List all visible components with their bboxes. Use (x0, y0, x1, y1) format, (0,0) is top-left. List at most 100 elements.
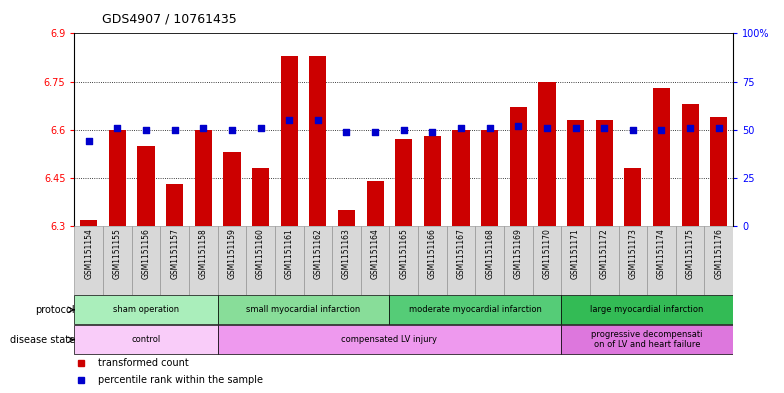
Text: disease state: disease state (10, 335, 75, 345)
Text: GSM1151174: GSM1151174 (657, 228, 666, 279)
Bar (194, 130, 212, 226)
Bar (567, 120, 584, 226)
Text: progressive decompensati
on of LV and heart failure: progressive decompensati on of LV and he… (591, 330, 703, 349)
Text: GDS4907 / 10761435: GDS4907 / 10761435 (102, 13, 237, 26)
Text: compensated LV injury: compensated LV injury (342, 335, 437, 344)
Text: GSM1151166: GSM1151166 (428, 228, 437, 279)
Bar (710, 117, 728, 226)
Point (713, 125, 725, 131)
Text: GSM1151175: GSM1151175 (685, 228, 695, 279)
Bar (252, 168, 269, 226)
Text: transformed count: transformed count (97, 358, 188, 368)
Text: protocol: protocol (35, 305, 75, 315)
Text: GSM1151176: GSM1151176 (714, 228, 723, 279)
Bar (681, 104, 699, 226)
Bar (653, 88, 670, 226)
Point (283, 117, 296, 123)
Text: GSM1151156: GSM1151156 (142, 228, 151, 279)
Point (512, 123, 524, 129)
Bar (361, 226, 390, 295)
Bar (109, 130, 126, 226)
Bar (424, 136, 441, 226)
Bar (223, 152, 241, 226)
Bar (539, 82, 556, 226)
Bar (619, 226, 647, 295)
Bar (447, 226, 475, 295)
Bar (561, 226, 590, 295)
Bar (218, 325, 561, 354)
Text: GSM1151163: GSM1151163 (342, 228, 351, 279)
Bar (532, 226, 561, 295)
Text: GSM1151158: GSM1151158 (199, 228, 208, 279)
Point (169, 127, 181, 133)
Point (655, 127, 668, 133)
Text: GSM1151164: GSM1151164 (371, 228, 379, 279)
Bar (510, 107, 527, 226)
Text: GSM1151161: GSM1151161 (285, 228, 294, 279)
Point (254, 125, 267, 131)
Text: GSM1151159: GSM1151159 (227, 228, 237, 279)
Point (684, 125, 696, 131)
Bar (481, 130, 499, 226)
Point (111, 125, 124, 131)
Text: GSM1151167: GSM1151167 (456, 228, 466, 279)
Bar (561, 296, 733, 324)
Point (455, 125, 467, 131)
Bar (676, 226, 704, 295)
Bar (590, 226, 619, 295)
Text: GSM1151170: GSM1151170 (543, 228, 551, 279)
Bar (246, 226, 275, 295)
Bar (218, 296, 390, 324)
Bar (475, 226, 504, 295)
Bar (74, 226, 103, 295)
Text: small myocardial infarction: small myocardial infarction (246, 305, 361, 314)
Bar (74, 325, 218, 354)
Text: GSM1151154: GSM1151154 (85, 228, 93, 279)
Point (484, 125, 496, 131)
Point (82, 138, 95, 145)
Text: GSM1151162: GSM1151162 (314, 228, 322, 279)
Bar (452, 130, 470, 226)
Text: control: control (132, 335, 161, 344)
Bar (596, 120, 613, 226)
Point (426, 129, 439, 135)
Bar (338, 210, 355, 226)
Text: GSM1151160: GSM1151160 (256, 228, 265, 279)
Bar (103, 226, 132, 295)
Text: GSM1151155: GSM1151155 (113, 228, 122, 279)
Bar (647, 226, 676, 295)
Bar (418, 226, 447, 295)
Point (541, 125, 554, 131)
Bar (275, 226, 303, 295)
Bar (161, 226, 189, 295)
Point (311, 117, 324, 123)
Point (140, 127, 152, 133)
Point (397, 127, 410, 133)
Point (626, 127, 639, 133)
Point (226, 127, 238, 133)
Text: large myocardial infarction: large myocardial infarction (590, 305, 704, 314)
Bar (704, 226, 733, 295)
Point (197, 125, 209, 131)
Point (569, 125, 582, 131)
Bar (80, 220, 97, 226)
Bar (132, 226, 161, 295)
Bar (74, 296, 218, 324)
Bar (390, 226, 418, 295)
Text: sham operation: sham operation (113, 305, 179, 314)
Bar (137, 146, 154, 226)
Point (368, 129, 381, 135)
Bar (218, 226, 246, 295)
Text: GSM1151172: GSM1151172 (600, 228, 608, 279)
Text: GSM1151168: GSM1151168 (485, 228, 494, 279)
Point (598, 125, 611, 131)
Bar (390, 296, 561, 324)
Bar (395, 140, 412, 226)
Text: GSM1151165: GSM1151165 (399, 228, 408, 279)
Text: GSM1151173: GSM1151173 (628, 228, 637, 279)
Bar (504, 226, 532, 295)
Bar (624, 168, 641, 226)
Bar (303, 226, 332, 295)
Point (340, 129, 353, 135)
Bar (189, 226, 218, 295)
